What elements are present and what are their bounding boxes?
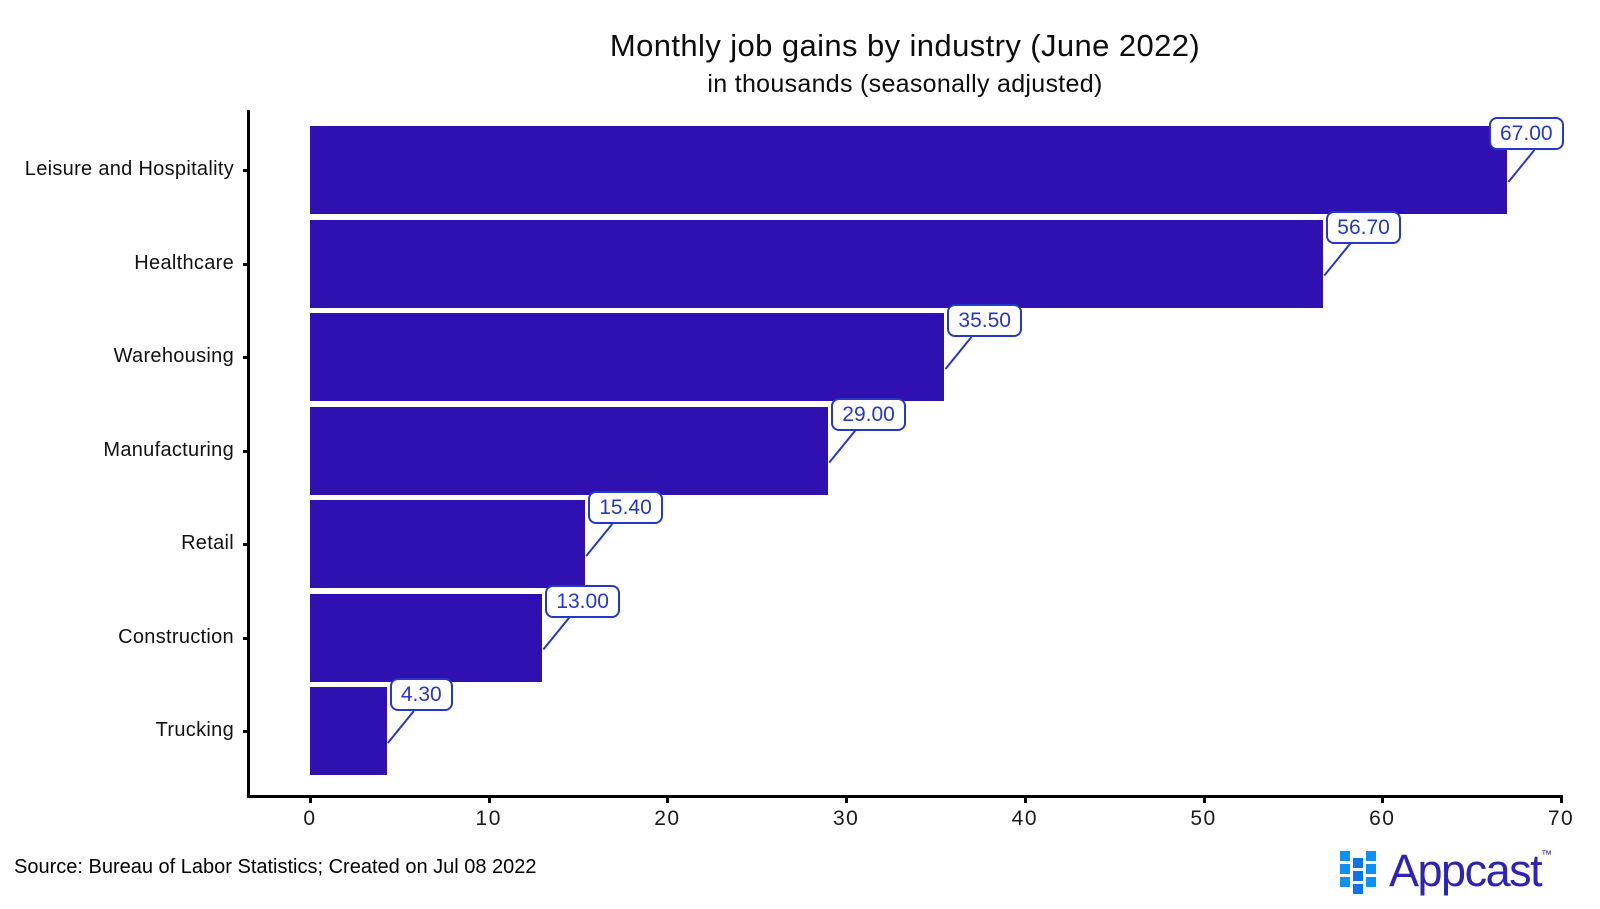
x-axis-tick	[1560, 795, 1563, 803]
bar	[310, 126, 1508, 214]
value-callout: 35.50	[947, 304, 1022, 337]
x-axis-tick-label: 50	[1190, 807, 1217, 830]
x-axis-tick	[309, 795, 312, 803]
x-axis-tick	[845, 795, 849, 803]
bar	[310, 500, 586, 588]
source-note: Source: Bureau of Labor Statistics; Crea…	[14, 856, 537, 878]
bar	[310, 406, 829, 495]
plot-area: Leisure and Hospitality 67.00 Healthcare 56…	[25, 110, 1573, 830]
logo-square	[1366, 877, 1376, 887]
value-callout: 4.30	[389, 678, 453, 711]
bar	[310, 687, 387, 775]
logo-square	[1353, 884, 1363, 894]
appcast-logo-text: Appcast	[1389, 845, 1543, 896]
value-callout: 29.00	[831, 397, 906, 431]
x-axis-tick	[1023, 795, 1027, 803]
trademark-symbol: ™	[1541, 849, 1553, 861]
logo-square	[1353, 858, 1363, 868]
callout-leader	[387, 710, 415, 744]
x-axis-tick	[487, 795, 491, 803]
y-axis-label: Warehousing	[113, 345, 234, 367]
appcast-logo: Appcast™	[1340, 832, 1552, 901]
callout-leader	[944, 336, 973, 370]
logo-square	[1340, 864, 1350, 874]
callout-leader	[1323, 242, 1352, 277]
y-axis-tick	[243, 543, 250, 546]
callout-leader	[1507, 149, 1536, 183]
y-axis-tick	[243, 169, 250, 172]
value-callout: 67.00	[1489, 117, 1564, 150]
logo-square	[1366, 851, 1376, 861]
x-axis-tick-label: 30	[832, 807, 860, 830]
bar	[310, 593, 543, 682]
bar	[310, 313, 945, 401]
appcast-logo-wordmark: Appcast™	[1389, 832, 1552, 894]
logo-square	[1353, 871, 1363, 881]
x-axis-tick-label: 70	[1547, 807, 1575, 830]
x-axis-tick	[666, 795, 670, 803]
y-axis-label: Retail	[181, 532, 234, 554]
y-axis-tick	[243, 449, 250, 453]
y-axis-tick	[243, 730, 250, 733]
value-callout: 15.40	[588, 491, 663, 524]
y-axis-tick	[243, 636, 250, 640]
x-axis-tick-label: 60	[1369, 807, 1396, 830]
y-axis-tick	[243, 356, 250, 359]
logo-square	[1340, 851, 1350, 861]
y-axis-label: Healthcare	[134, 251, 234, 274]
y-axis-label: Leisure and Hospitality	[24, 158, 234, 180]
callout-leader	[828, 429, 857, 464]
x-axis-tick-label: 40	[1011, 807, 1039, 830]
x-axis-tick-label: 20	[654, 807, 681, 830]
x-axis-tick	[1381, 795, 1385, 803]
x-axis-tick-label: 10	[475, 807, 502, 830]
y-axis-tick	[243, 262, 250, 266]
value-callout: 13.00	[545, 584, 620, 618]
y-axis-label: Manufacturing	[103, 438, 234, 461]
y-axis-label: Trucking	[155, 719, 234, 741]
appcast-logo-icon	[1340, 849, 1379, 901]
callout-leader	[542, 616, 571, 651]
x-axis-tick	[1202, 795, 1206, 803]
chart-subtitle: in thousands (seasonally adjusted)	[707, 70, 1103, 98]
value-callout: 56.70	[1326, 210, 1401, 244]
callout-leader	[585, 523, 613, 557]
x-axis-tick-label: 0	[303, 807, 317, 830]
bar	[310, 219, 1324, 308]
chart-title: Monthly job gains by industry (June 2022…	[609, 28, 1201, 63]
logo-square	[1366, 864, 1376, 874]
y-axis-label: Construction	[118, 625, 234, 648]
logo-square	[1340, 877, 1350, 887]
